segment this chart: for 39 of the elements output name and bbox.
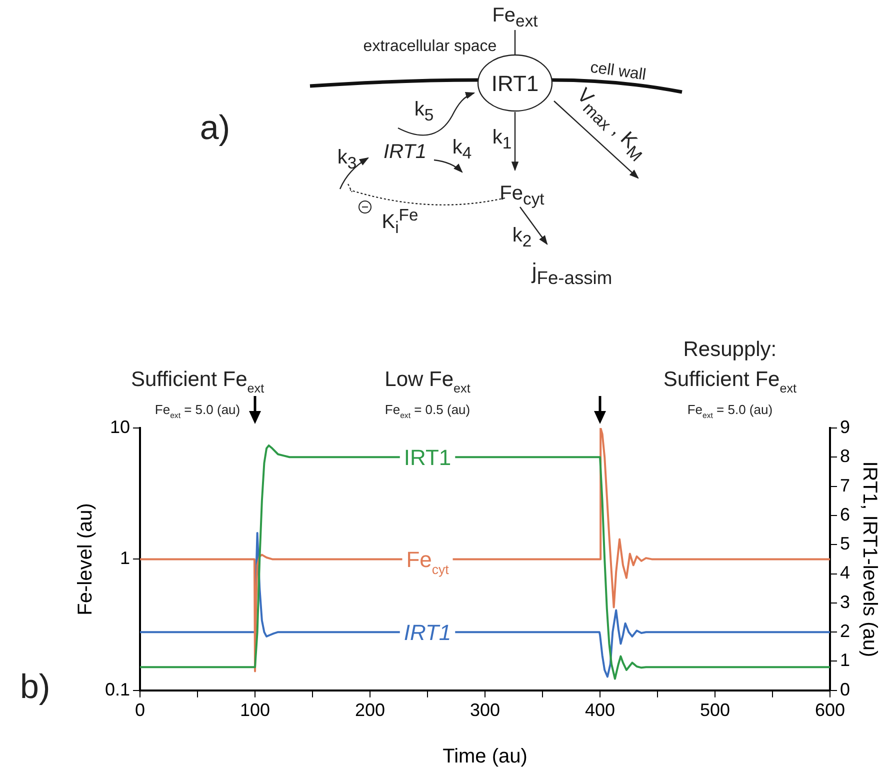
series-label: IRT1	[404, 620, 452, 646]
y-axis-title: Fe-level (au)	[74, 503, 97, 616]
text: IRT1	[491, 71, 539, 96]
x-tick-label: 0	[135, 700, 146, 720]
text: cell wall	[589, 59, 647, 84]
x-tick-label: 100	[240, 700, 270, 720]
text: k$_{4}$	[452, 136, 472, 163]
series-label: IRT1	[404, 445, 452, 470]
text: k$_{3}$	[337, 146, 357, 173]
y2-tick-label: 0	[840, 679, 850, 700]
text: IRT1	[384, 141, 426, 163]
x-tick-label: 600	[814, 700, 846, 720]
text: Fe$_{ext}$	[492, 4, 538, 31]
y2-axis-title: IRT1, IRT1-levels (au)	[858, 461, 880, 658]
text: k$_{1}$	[492, 126, 512, 153]
y2-tick-label: 4	[840, 562, 850, 583]
text: extracellular space	[363, 38, 497, 55]
x-tick-label: 200	[354, 700, 386, 720]
y-tick-label: 1	[120, 548, 130, 568]
text: k$_{5}$	[414, 98, 434, 125]
y2-tick-label: 2	[840, 621, 850, 642]
y2-tick-label: 5	[840, 534, 850, 554]
y2-tick-label: 6	[840, 504, 850, 524]
y2-tick-label: 9	[840, 416, 850, 437]
text: Fe$_{cyt}$	[500, 182, 544, 209]
x-axis-title: Time (au)	[442, 746, 528, 768]
y2-tick-label: 7	[840, 475, 850, 496]
y-tick-label: 0.1	[104, 679, 130, 700]
text: k$_{2}$	[512, 224, 532, 251]
x-tick-label: 500	[700, 700, 730, 720]
x-tick-label: 300	[470, 700, 500, 720]
y2-tick-label: 1	[840, 650, 850, 670]
x-tick-label: 400	[584, 700, 616, 720]
text: a)	[200, 109, 230, 147]
text: b)	[20, 668, 50, 707]
y2-tick-label: 8	[840, 446, 850, 466]
y-tick-label: 10	[110, 416, 130, 437]
y2-tick-label: 3	[840, 592, 850, 612]
text: j$_{Fe-assim}$	[532, 258, 612, 288]
